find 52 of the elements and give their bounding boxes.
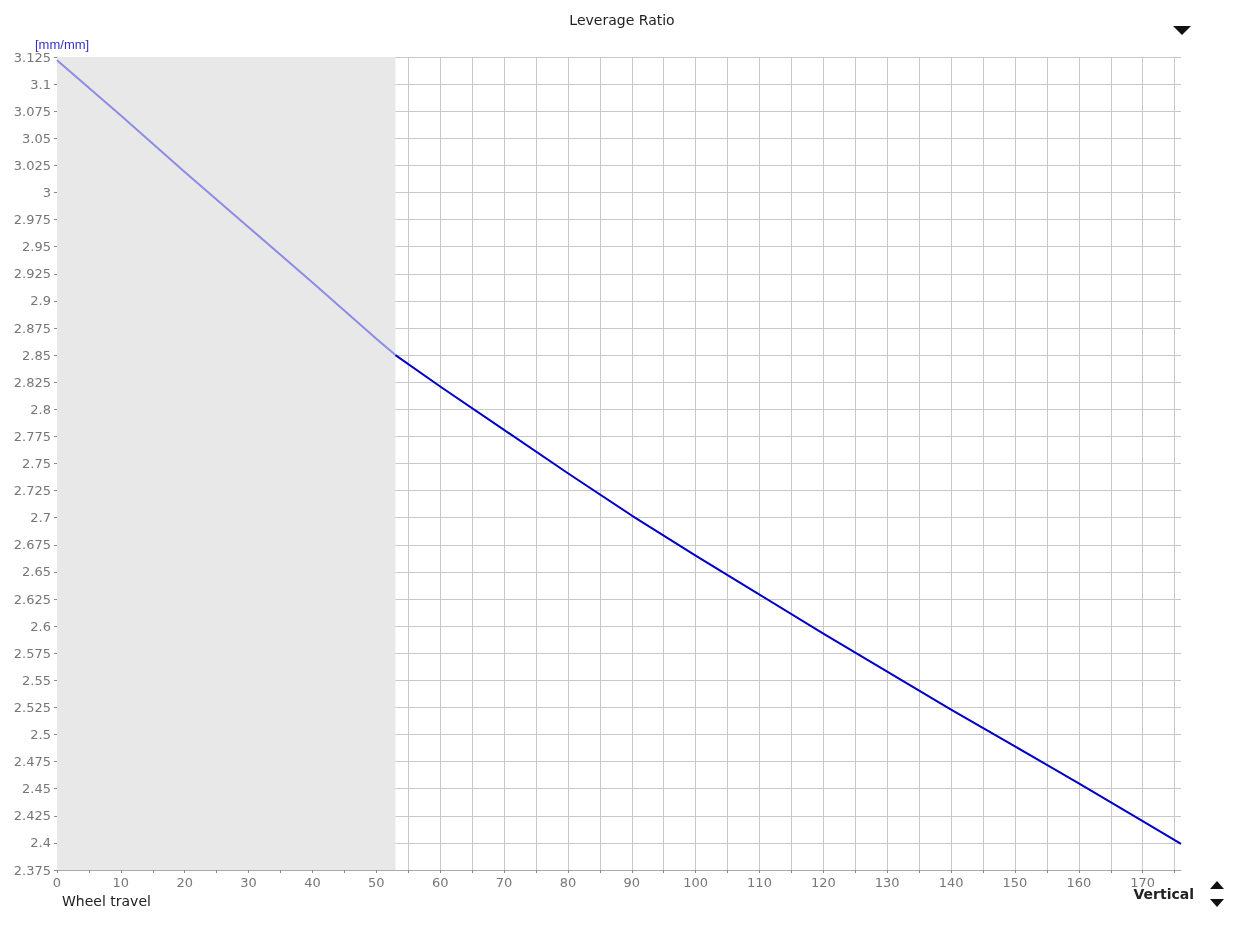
x-tick-label: 30 [240,875,257,890]
y-tick-label: 3.075 [13,103,51,119]
y-tick-label: 2.975 [13,212,51,228]
y-tick-label: 2.425 [13,808,51,824]
y-tick-label: 2.65 [22,564,51,580]
x-tick-label: 130 [874,875,900,890]
line-series [56,59,397,357]
x-tick-label: 70 [495,875,513,890]
y-tick-label: 2.525 [13,699,51,715]
x-tick-label: 40 [304,875,321,890]
y-tick-label: 2.475 [13,754,51,770]
x-tick-label: 110 [747,875,772,890]
y-tick-label: 2.675 [13,537,51,553]
text: Wheel travel [62,893,151,909]
y-tick-label: 2.4 [30,835,51,851]
y-tick-label: 2.55 [22,672,51,688]
x-tick-label: 60 [431,875,449,890]
y-tick-label: 2.825 [13,374,51,390]
x-tick-label: 10 [112,875,130,890]
y-tick-label: 2.75 [22,456,51,471]
y-tick-label: 2.7 [30,510,51,526]
y-tick-label: 3 [42,185,51,200]
line-series [394,354,1182,845]
y-tick-label: 3.05 [22,130,51,146]
y-tick-label: 2.375 [13,862,51,878]
x-tick-label: 120 [810,875,836,890]
x-tick-label: 0 [52,875,62,890]
y-tick-label: 2.9 [30,293,51,309]
chart-title: Leverage Ratio [569,12,675,28]
x-tick-label: 80 [559,875,577,890]
y-tick-label: 2.775 [13,428,51,444]
y-tick-label: 2.85 [22,347,51,363]
y-tick-label: 2.5 [30,727,51,742]
y-tick-label: 3.025 [13,157,51,173]
y-tick-label: 2.8 [30,401,51,417]
y-tick-label: 2.625 [13,591,51,607]
y-tick-label: 2.95 [22,239,51,255]
y-tick-label: 2.6 [30,618,51,634]
y-tick-label: 2.725 [13,483,51,499]
y-tick-label: 2.875 [13,320,51,336]
x-tick-label: 50 [368,875,385,890]
x-tick-label: 150 [1002,875,1028,890]
y-tick-label: 2.575 [13,645,51,661]
y-axis-title: [mm/mm] [35,36,90,52]
x-tick-label: 90 [623,875,641,890]
x-tick-label: 140 [938,875,964,890]
y-tick-label: 2.45 [22,781,51,797]
y-tick-label: 3.1 [30,76,51,92]
x-tick-label: 20 [176,875,193,890]
x-tick-label: 160 [1066,875,1092,890]
x-tick-label: 100 [683,875,709,890]
y-tick-label: 2.925 [13,266,51,282]
